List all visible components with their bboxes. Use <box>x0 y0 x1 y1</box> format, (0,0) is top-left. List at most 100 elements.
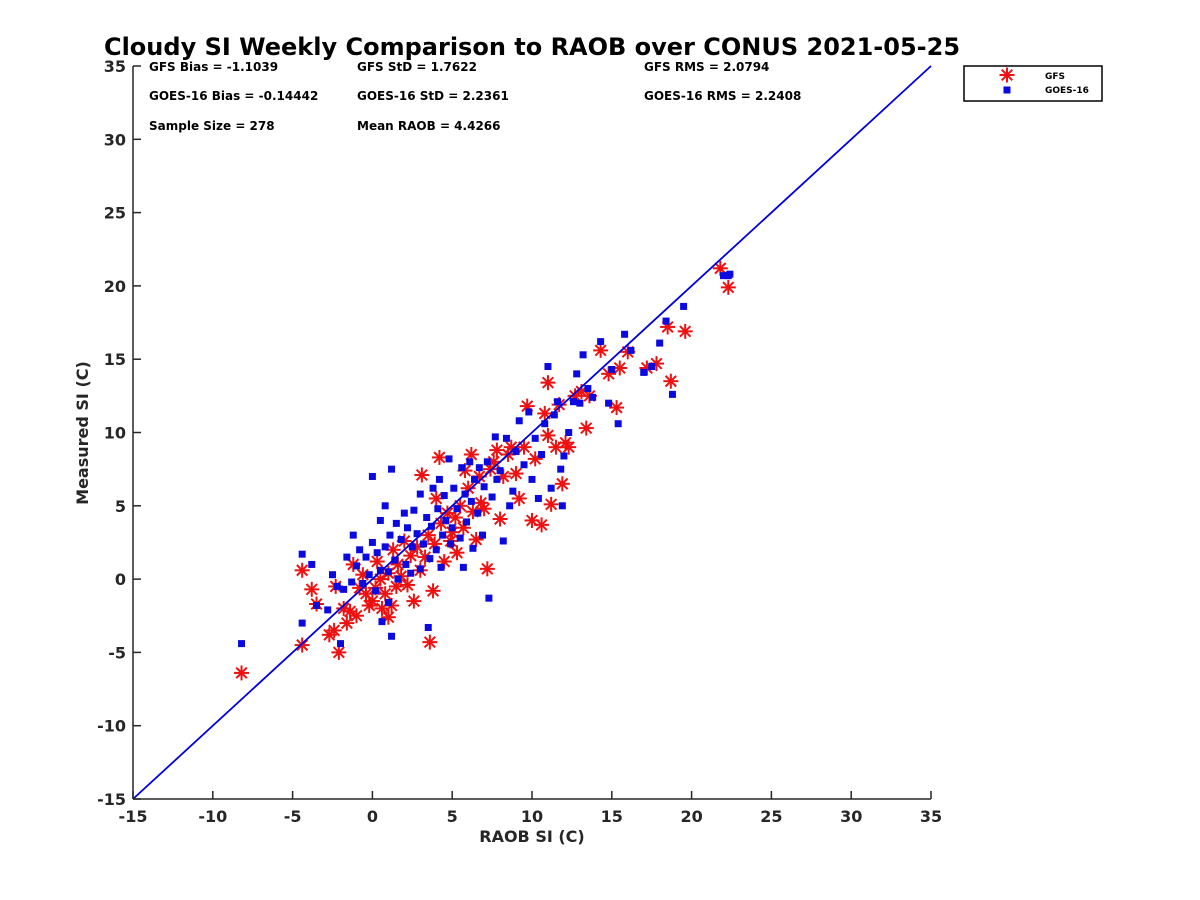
data-point <box>480 483 488 491</box>
data-point <box>541 420 549 428</box>
data-point <box>471 475 479 483</box>
data-point <box>238 640 246 648</box>
data-point <box>442 516 450 524</box>
data-point <box>348 578 356 586</box>
stat-goes-rms: GOES-16 RMS = 2.2408 <box>644 89 801 103</box>
data-point <box>359 579 367 587</box>
data-point <box>388 465 396 473</box>
y-tick-label: 35 <box>104 57 126 76</box>
stats-annotations: GFS Bias = -1.1039 GFS StD = 1.7622 GFS … <box>149 60 801 133</box>
data-point <box>554 398 562 406</box>
data-point <box>362 553 370 561</box>
data-point <box>339 615 355 631</box>
data-point <box>414 467 430 483</box>
data-point <box>557 465 565 473</box>
data-point <box>569 398 577 406</box>
data-point <box>403 548 419 564</box>
data-point <box>468 532 484 548</box>
data-point <box>488 493 496 501</box>
data-point <box>663 373 679 389</box>
data-point <box>662 317 670 325</box>
data-point <box>502 434 510 442</box>
data-point <box>410 506 418 514</box>
y-axis-label: Measured SI (C) <box>73 361 92 505</box>
data-point <box>432 546 440 554</box>
data-point <box>407 569 415 577</box>
data-point <box>538 450 546 458</box>
legend-box <box>963 65 1103 102</box>
y-tick-label: 0 <box>115 570 126 589</box>
data-point <box>506 502 514 510</box>
data-point <box>601 366 617 382</box>
data-point <box>491 433 499 441</box>
data-point <box>356 546 364 554</box>
data-point <box>416 490 424 498</box>
data-point <box>349 531 357 539</box>
y-tick-label: 25 <box>104 204 126 223</box>
data-point <box>348 608 364 624</box>
data-point <box>627 346 635 354</box>
data-point <box>343 553 351 561</box>
data-point <box>294 562 310 578</box>
data-point <box>520 461 528 469</box>
data-point <box>427 522 435 530</box>
data-point <box>508 466 524 482</box>
data-point <box>439 531 447 539</box>
data-point <box>369 554 385 570</box>
x-tick-label: 35 <box>920 807 942 826</box>
data-point <box>381 502 389 510</box>
data-point <box>419 540 427 548</box>
data-point <box>352 562 360 570</box>
data-point <box>515 417 523 425</box>
data-point <box>368 538 376 546</box>
y-tick-label: -10 <box>97 717 126 736</box>
data-point <box>406 593 422 609</box>
data-point <box>475 464 483 472</box>
data-point <box>372 587 380 595</box>
stat-gfs-bias: GFS Bias = -1.1039 <box>149 60 278 74</box>
data-point <box>621 330 629 338</box>
axes: -15 -10 -5 0 5 10 15 20 25 30 35 -15 -10 -5 0 5 10 15 20 25… <box>97 57 942 826</box>
series-goes-16 <box>238 270 734 648</box>
x-tick-label: -15 <box>119 807 148 826</box>
data-point <box>429 484 437 492</box>
data-point <box>422 634 438 650</box>
data-point <box>377 586 393 602</box>
data-point <box>550 411 558 419</box>
data-point <box>499 537 507 545</box>
data-point <box>458 464 466 472</box>
legend-gfs-label: GFS <box>1045 72 1065 82</box>
y-tick-label: -15 <box>97 790 126 809</box>
stat-mean-raob: Mean RAOB = 4.4266 <box>357 119 501 133</box>
data-point <box>565 429 573 436</box>
data-point <box>416 565 424 573</box>
data-point <box>384 599 392 607</box>
data-point <box>392 519 400 527</box>
data-point <box>448 524 456 532</box>
data-point <box>463 518 471 526</box>
data-point <box>640 368 648 376</box>
data-point <box>329 571 336 579</box>
data-point <box>528 475 536 483</box>
data-point <box>313 601 321 609</box>
data-point <box>511 490 527 506</box>
data-point <box>656 339 664 347</box>
data-point <box>434 505 442 513</box>
data-point <box>391 556 399 564</box>
data-point <box>447 510 463 526</box>
data-point <box>677 323 693 339</box>
data-point <box>493 475 501 483</box>
data-point <box>544 363 552 371</box>
data-point <box>509 487 517 495</box>
data-point <box>558 502 566 510</box>
y-tick-label: 10 <box>104 424 126 443</box>
data-point <box>561 439 577 455</box>
data-point <box>453 505 461 513</box>
data-point <box>234 665 250 681</box>
data-point <box>608 365 616 373</box>
legend-gfs-marker-icon <box>999 67 1015 83</box>
x-tick-label: 25 <box>760 807 782 826</box>
data-point <box>435 475 443 483</box>
data-point <box>584 385 592 393</box>
data-point <box>537 405 553 421</box>
